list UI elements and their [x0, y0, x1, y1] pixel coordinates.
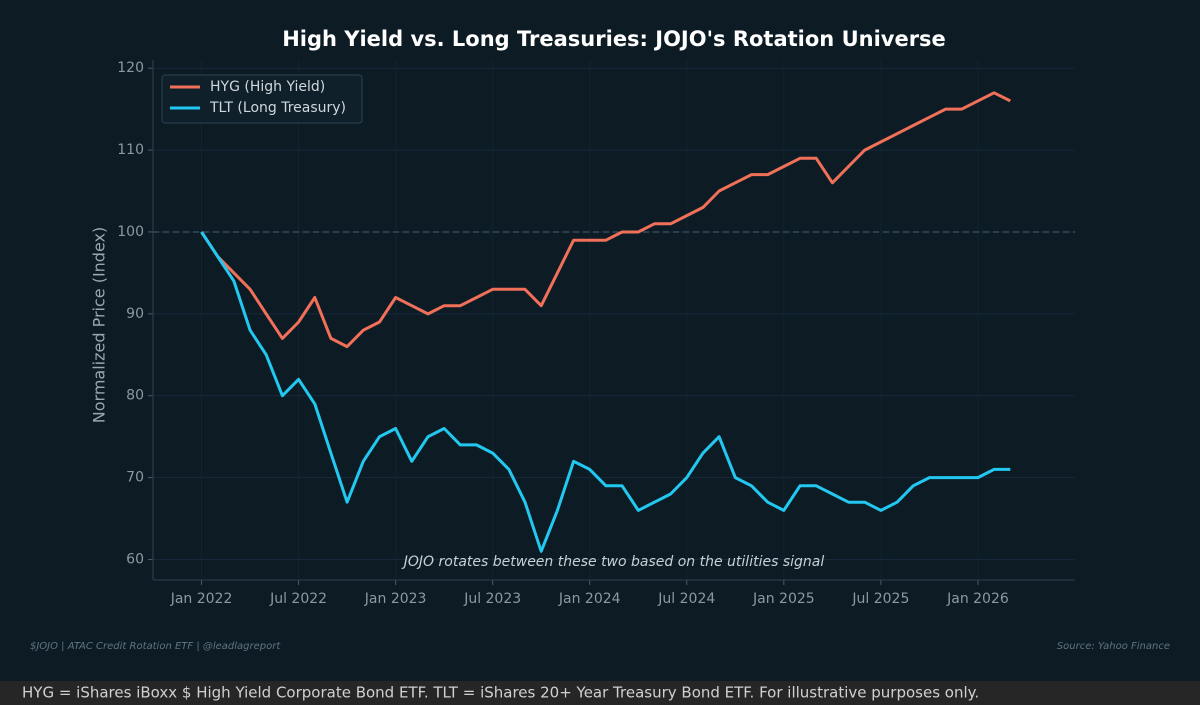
x-tick-label: Jul 2023 — [463, 591, 521, 607]
y-tick-label: 110 — [117, 142, 144, 158]
y-tick-label: 60 — [126, 552, 144, 568]
y-axis-label: Normalized Price (Index) — [90, 227, 109, 423]
y-tick-label: 90 — [126, 306, 144, 322]
x-tick-label: Jul 2024 — [657, 591, 715, 607]
x-tick-label: Jan 2022 — [170, 591, 233, 607]
footer-left: $JOJO | ATAC Credit Rotation ETF | @lead… — [30, 641, 281, 652]
source: Source: Yahoo Finance — [1057, 641, 1170, 652]
x-tick-label: Jan 2026 — [946, 591, 1009, 607]
series-line — [200, 91, 1011, 349]
y-tick-label: 120 — [117, 60, 144, 76]
y-tick-label: 100 — [117, 224, 144, 240]
legend-label: HYG (High Yield) — [210, 79, 325, 95]
x-tick-label: Jan 2024 — [558, 591, 621, 607]
legend-label: TLT (Long Treasury) — [209, 100, 346, 116]
x-tick-label: Jul 2025 — [851, 591, 909, 607]
disclaimer-bar — [0, 681, 1200, 705]
legend-box — [161, 74, 363, 124]
y-tick-label: 80 — [126, 388, 144, 404]
x-tick-label: Jan 2025 — [752, 591, 815, 607]
series-line — [200, 231, 1011, 553]
x-tick-label: Jul 2022 — [269, 591, 327, 607]
y-tick-label: 70 — [126, 470, 144, 486]
disclaimer: HYG = iShares iBoxx $ High Yield Corpora… — [22, 684, 979, 702]
annotation: JOJO rotates between these two based on … — [401, 554, 825, 570]
chart-title: High Yield vs. Long Treasuries: JOJO's R… — [282, 27, 946, 51]
x-tick-label: Jan 2023 — [364, 591, 427, 607]
